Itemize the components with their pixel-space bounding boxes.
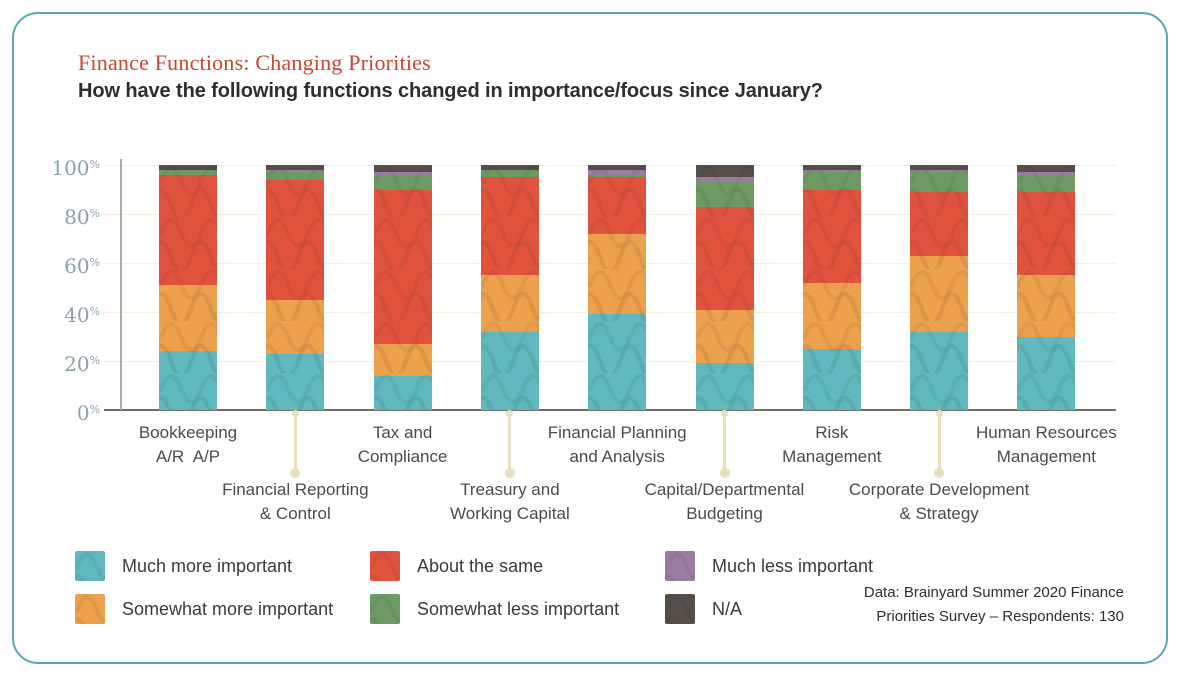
legend-label: Somewhat more important [122, 598, 334, 619]
legend-item-about-the-same: About the same [370, 551, 543, 581]
legend-item-much-less-important: Much less important [665, 551, 873, 581]
data-source-line-2: Priorities Survey – Respondents: 130 [876, 608, 1124, 625]
legend-swatch [75, 594, 105, 624]
legend-label: N/A [712, 598, 743, 619]
legend-label: Much more important [122, 555, 293, 576]
legend-item-n-a: N/A [665, 594, 742, 624]
chart-subtitle: How have the following functions changed… [78, 80, 823, 102]
legend-swatch [665, 594, 695, 624]
chart-title: Finance Functions: Changing Priorities [78, 50, 431, 75]
legend-swatch [75, 551, 105, 581]
legend-item-somewhat-more-important: Somewhat more important [75, 594, 333, 624]
legend-swatch [370, 551, 400, 581]
data-source-line-1: Data: Brainyard Summer 2020 Finance [863, 584, 1124, 601]
legend-swatch [665, 551, 695, 581]
legend-item-somewhat-less-important: Somewhat less important [370, 594, 619, 624]
legend-item-much-more-important: Much more important [75, 551, 292, 581]
data-source-note: Data: Brainyard Summer 2020 Finance Prio… [864, 581, 1124, 629]
legend-label: About the same [417, 555, 544, 576]
legend-swatch [370, 594, 400, 624]
legend-label: Much less important [712, 555, 874, 576]
legend-label: Somewhat less important [417, 598, 620, 619]
